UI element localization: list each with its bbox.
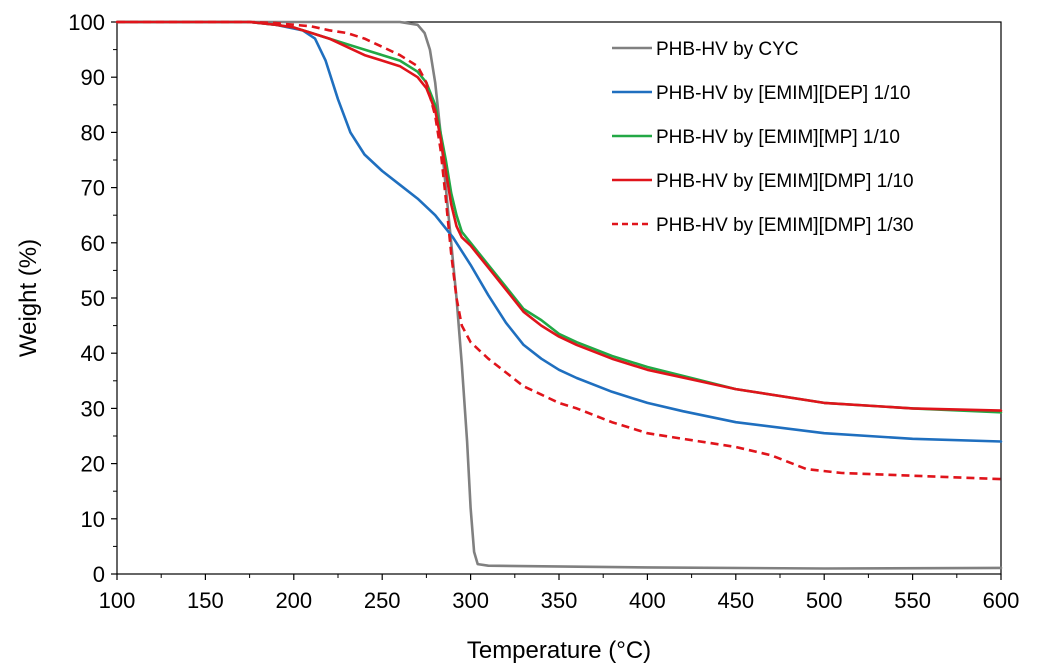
x-tick-label: 400 bbox=[629, 588, 666, 613]
x-axis-title: Temperature (°C) bbox=[467, 637, 651, 664]
x-tick-label: 150 bbox=[187, 588, 224, 613]
series-line-4 bbox=[115, 20, 1003, 412]
x-tick-label: 500 bbox=[806, 588, 843, 613]
legend-label-3: PHB-HV by [EMIM][MP] 1/10 bbox=[656, 127, 900, 148]
x-tick-label: 250 bbox=[364, 588, 401, 613]
y-tick-label: 0 bbox=[93, 562, 105, 587]
plot-frame bbox=[116, 21, 1002, 575]
series-lines bbox=[115, 20, 1003, 570]
series-line-1 bbox=[115, 20, 1003, 570]
x-tick-label: 300 bbox=[452, 588, 489, 613]
y-tick-label: 70 bbox=[81, 176, 105, 201]
y-tick-label: 40 bbox=[81, 341, 105, 366]
legend-label-5: PHB-HV by [EMIM][DMP] 1/30 bbox=[656, 215, 914, 236]
y-tick-label: 90 bbox=[81, 65, 105, 90]
y-tick-label: 100 bbox=[68, 10, 105, 35]
legend-label-4: PHB-HV by [EMIM][DMP] 1/10 bbox=[656, 171, 914, 192]
axes: 100 150 200 250 300 350 400 450 500 550 600 0 10 20 30… bbox=[68, 10, 1019, 613]
x-tick-label: 550 bbox=[894, 588, 931, 613]
y-tick-label: 20 bbox=[81, 452, 105, 477]
y-tick-label: 50 bbox=[81, 286, 105, 311]
series-line-5 bbox=[117, 20, 1002, 481]
x-tick-label: 100 bbox=[99, 588, 136, 613]
x-tick-label: 600 bbox=[983, 588, 1020, 613]
x-tick-label: 350 bbox=[541, 588, 578, 613]
y-tick-label: 80 bbox=[81, 120, 105, 145]
y-axis-title: Weight (%) bbox=[15, 239, 42, 357]
legend-label-2: PHB-HV by [EMIM][DEP] 1/10 bbox=[656, 83, 910, 104]
x-tick-label: 200 bbox=[275, 588, 312, 613]
y-tick-label: 10 bbox=[81, 507, 105, 532]
legend: PHB-HV by CYC PHB-HV by [EMIM][DEP] 1/10 P… bbox=[612, 39, 914, 236]
y-tick-label: 60 bbox=[81, 231, 105, 256]
legend-label-1: PHB-HV by CYC bbox=[656, 39, 799, 60]
y-tick-label: 30 bbox=[81, 396, 105, 421]
x-tick-label: 450 bbox=[717, 588, 754, 613]
series-line-2 bbox=[115, 20, 1003, 443]
